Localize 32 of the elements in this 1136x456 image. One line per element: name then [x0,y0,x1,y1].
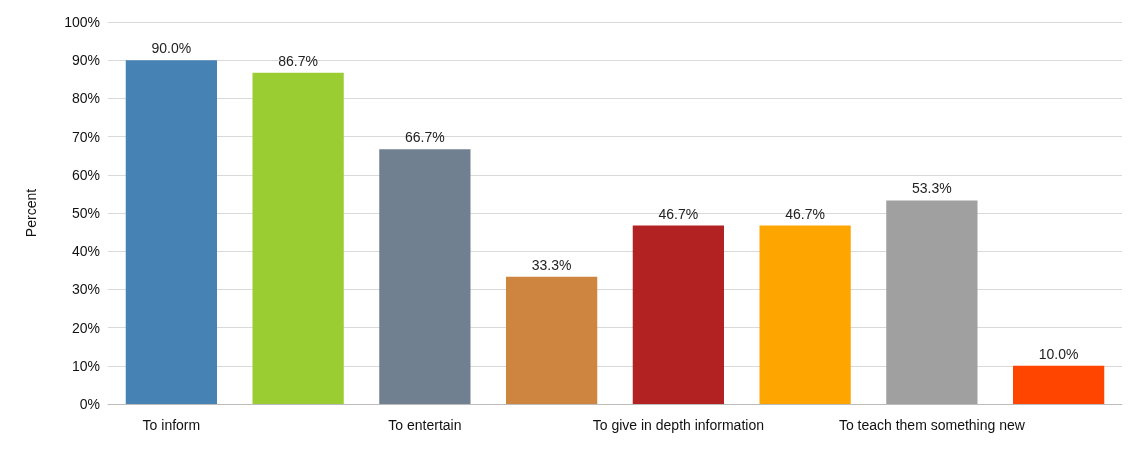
bar [125,60,218,404]
y-tick-label: 30% [71,281,100,298]
y-tick-label: 20% [71,319,100,336]
data-label: 53.3% [912,180,952,197]
y-tick-label: 60% [71,166,100,183]
y-tick-label: 40% [71,243,100,260]
bar [886,200,978,404]
bar [759,225,851,404]
x-tick-label: To give in depth information [592,417,764,433]
y-tick-label: 0% [79,396,100,412]
y-tick-label: 80% [71,90,100,107]
data-label: 46.7% [785,205,825,222]
data-label: 90.0% [151,40,192,57]
x-tick-label: To inform [142,417,201,433]
bar [506,276,598,404]
y-tick-label: 100% [64,14,100,30]
x-tick-label: To entertain [388,417,462,433]
data-label: 86.7% [278,52,318,69]
x-tick-label: To teach them something new [838,417,1026,433]
bar [379,149,471,404]
y-tick-label: 10% [71,357,100,374]
bar [1013,365,1105,404]
bar [252,72,344,404]
data-label: 46.7% [658,205,699,222]
y-tick-label: 90% [71,52,100,69]
data-label: 66.7% [405,129,445,146]
y-tick-label: 50% [71,205,100,221]
data-label: 33.3% [531,256,572,273]
data-label: 10.0% [1038,345,1079,362]
y-axis-title: Percent [23,188,39,238]
bar [632,225,725,404]
y-tick-label: 70% [71,128,100,145]
